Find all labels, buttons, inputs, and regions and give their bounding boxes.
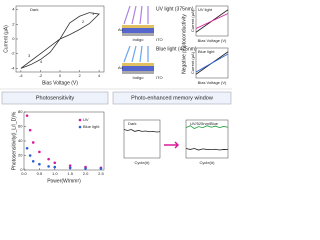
point [47, 157, 50, 161]
plot-frame [23, 111, 105, 171]
graphical-abstract: UV light (375nm) Au Indigo ITO Blue ligh… [0, 5, 232, 184]
point [31, 160, 35, 163]
x-tick-label: 4 [98, 73, 101, 78]
layer-indigo [122, 66, 154, 71]
x-axis-label: Bias Voltage (V) [42, 80, 78, 86]
y-tick-label: 0 [20, 167, 23, 172]
y-tick-label: 80 [18, 109, 23, 114]
uv-label: UV light (375nm) [156, 6, 194, 12]
y-tick-label: -4 [11, 65, 15, 70]
annotation: UV/525nm/Blue [190, 121, 219, 126]
series-line [195, 53, 229, 73]
light-rays [123, 5, 149, 25]
plot-frame [185, 119, 229, 159]
layer-ito [122, 71, 154, 74]
x-tick-label: 1.0 [52, 171, 58, 176]
memory-title-box [112, 91, 232, 105]
x-tick-label: 2 [78, 73, 81, 78]
title-box [1, 91, 109, 105]
point [28, 128, 32, 132]
blue-label: Blue light (475nm) [156, 46, 197, 52]
point [68, 166, 72, 170]
side-label: Negative photoconductivity [181, 14, 187, 74]
point [25, 114, 29, 117]
plot-frame [123, 119, 161, 159]
y-axis-label: Current (μA) [3, 25, 9, 53]
chart-title: Photosensitivity [36, 95, 74, 101]
y-axis-label: Current (μA) [190, 51, 195, 74]
y-tick-label: 20 [18, 153, 23, 158]
annotation: 4 [40, 59, 43, 64]
arrow [164, 141, 180, 149]
annotation: Dark [30, 7, 38, 12]
y-tick-label: 60 [18, 124, 23, 129]
legend-label: Blue light [83, 124, 100, 129]
y-tick-label: -2 [11, 51, 15, 56]
device-uv: UV light (375nm) Au Indigo ITO [118, 5, 194, 42]
x-tick-label: 1.5 [67, 171, 73, 176]
series-line [185, 125, 229, 130]
layer-label: Indigo [133, 37, 145, 42]
point [28, 154, 32, 157]
memory-title: Photo-enhanced memory window [131, 95, 213, 101]
series-line [195, 13, 229, 29]
annotation: 3 [28, 53, 31, 58]
point [38, 162, 41, 166]
point [25, 146, 29, 150]
layer-au [122, 63, 154, 66]
annotation: Blue light [198, 49, 215, 54]
annotation: 2 [82, 19, 85, 24]
series-line [123, 129, 161, 133]
x-axis-label: Power(W/mm²) [47, 178, 81, 184]
y-tick-label: 40 [18, 138, 23, 143]
y-tick-label: 0 [12, 36, 15, 41]
y-tick-label: 4 [12, 7, 15, 12]
layer-label: ITO [156, 37, 163, 42]
plot-frame [195, 5, 229, 37]
legend-marker [78, 125, 82, 129]
annotation: UV light [198, 7, 213, 12]
layer-indigo [122, 28, 154, 33]
point [68, 164, 72, 167]
x-axis-label: Bias Voltage (V) [198, 38, 227, 43]
layer-label: ITO [156, 75, 163, 80]
layer-label: Au [118, 65, 123, 70]
plot-frame [195, 47, 229, 79]
series-line [185, 148, 229, 151]
point [53, 165, 57, 169]
x-tick-label: 0 [59, 73, 62, 78]
point [38, 150, 41, 154]
point [47, 165, 50, 168]
point [99, 167, 103, 170]
layer-label: Indigo [133, 75, 145, 80]
x-axis-label: Cycle(#) [200, 160, 216, 165]
y-axis-label: Photosensitivity(I_L/I_D)% [11, 111, 17, 170]
annotation: Dark [128, 121, 136, 126]
point [31, 141, 35, 144]
x-tick-label: 0.0 [21, 171, 27, 176]
x-axis-label: Cycle(#) [135, 160, 151, 165]
x-tick-label: 0.5 [37, 171, 43, 176]
x-axis-label: Bias Voltage (V) [198, 80, 227, 85]
layer-ito [122, 33, 154, 36]
legend-label: UV [83, 117, 89, 122]
y-tick-label: 2 [12, 21, 15, 26]
layer-label: Au [118, 27, 123, 32]
x-tick-label: 2.5 [98, 171, 104, 176]
layer-au [122, 25, 154, 28]
point [53, 161, 57, 165]
x-tick-label: -2 [39, 73, 43, 78]
light-rays [123, 45, 149, 63]
legend-marker [78, 118, 82, 122]
y-axis-label: Current (μA) [190, 9, 195, 32]
point [84, 167, 87, 170]
x-tick-label: -4 [19, 73, 23, 78]
device-blue: Blue light (475nm) Au Indigo ITO [118, 45, 197, 80]
x-tick-label: 2.0 [83, 171, 89, 176]
series-line [20, 12, 100, 69]
